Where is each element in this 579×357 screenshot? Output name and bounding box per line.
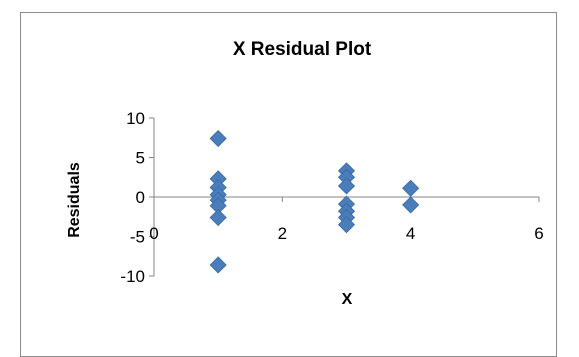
y-axis-title: Residuals (66, 162, 83, 238)
y-tick-label: 10 (126, 109, 145, 128)
x-tick-label: 2 (278, 224, 287, 243)
chart-frame (20, 12, 557, 357)
data-point (402, 179, 420, 197)
chart-title: X Residual Plot (233, 39, 372, 60)
y-tick-label: 0 (136, 188, 145, 207)
x-tick-label: 0 (149, 224, 158, 243)
x-axis-title: X (342, 291, 353, 308)
data-points (209, 129, 420, 274)
x-tick-label: 4 (406, 224, 415, 243)
data-point (402, 196, 420, 214)
data-point (209, 129, 227, 148)
y-tick-label: -10 (120, 267, 145, 286)
data-point (337, 177, 356, 195)
data-point (209, 208, 227, 227)
y-tick-label: 5 (136, 149, 145, 168)
data-point (209, 256, 227, 274)
y-tick-label: -5 (130, 228, 145, 247)
data-point (337, 216, 356, 234)
x-tick-label: 6 (534, 224, 543, 243)
